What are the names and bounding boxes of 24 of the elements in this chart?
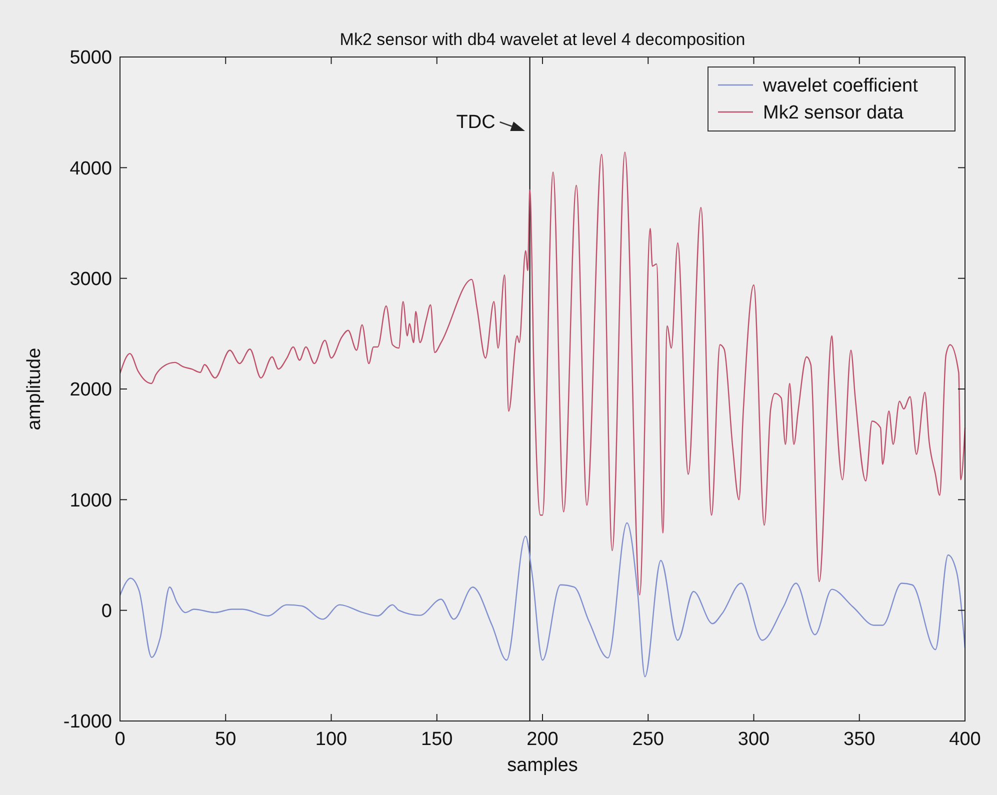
y-tick-label: -1000 — [63, 712, 112, 733]
y-axis-title: amplitude — [24, 348, 45, 430]
x-axis-title: samples — [507, 755, 578, 776]
ref-line-label: TDC — [456, 112, 496, 133]
x-tick-label: 350 — [844, 729, 876, 750]
legend-label: wavelet coefficient — [762, 76, 919, 97]
legend-label: Mk2 sensor data — [763, 102, 904, 124]
y-tick-label: 5000 — [70, 48, 112, 69]
x-tick-label: 400 — [949, 729, 981, 750]
y-tick-label: 3000 — [70, 268, 112, 290]
x-tick-label: 100 — [315, 729, 348, 750]
line-series — [119, 152, 966, 596]
x-tick-label: 300 — [738, 729, 770, 750]
x-tick-label: 250 — [632, 729, 664, 750]
y-tick-label: 2000 — [70, 380, 112, 401]
x-tick-label: 0 — [114, 729, 126, 750]
y-tick-label: 0 — [101, 600, 112, 622]
chart-title: Mk2 sensor with db4 wavelet at level 4 decomposition — [340, 30, 746, 49]
y-tick-label: 1000 — [70, 490, 112, 512]
line-series — [119, 522, 966, 678]
x-tick-label: 200 — [526, 729, 558, 750]
y-tick-label: 4000 — [70, 158, 112, 180]
x-tick-label: 50 — [215, 729, 236, 750]
x-tick-label: 150 — [421, 729, 453, 750]
